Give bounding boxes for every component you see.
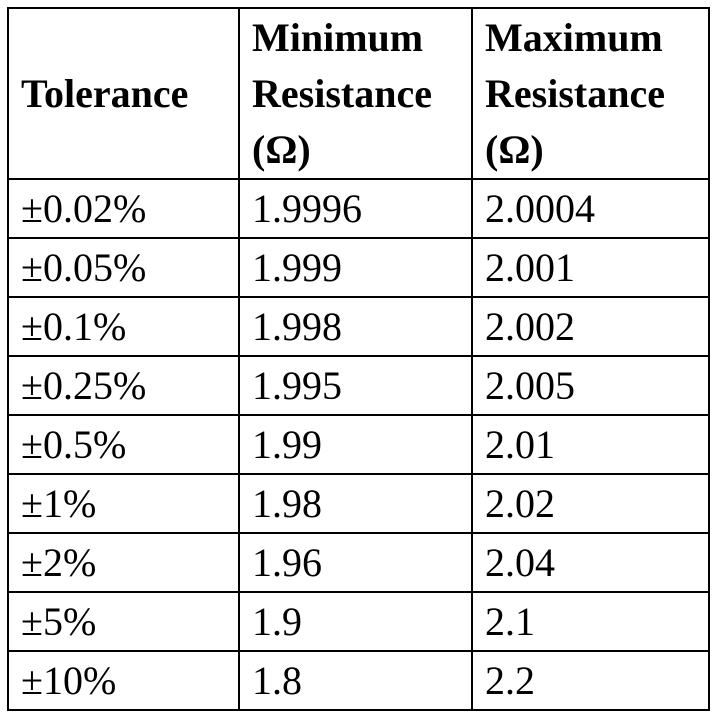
table-row: ±0.1% 1.998 2.002 xyxy=(7,296,710,357)
min-resistance-cell: 1.999 xyxy=(238,237,473,298)
header-label-line: (Ω) xyxy=(252,126,311,172)
header-label-line: (Ω) xyxy=(485,126,544,172)
header-cell-tolerance: Tolerance xyxy=(7,7,240,180)
tolerance-cell: ±0.5% xyxy=(7,414,240,475)
min-resistance-cell: 1.8 xyxy=(238,650,473,711)
min-resistance-cell: 1.98 xyxy=(238,473,473,534)
table-row: ±5% 1.9 2.1 xyxy=(7,591,710,652)
max-resistance-cell: 2.001 xyxy=(471,237,710,298)
max-resistance-cell: 2.005 xyxy=(471,355,710,416)
table-header: Tolerance Minimum Resistance (Ω) Maximum… xyxy=(7,7,710,180)
min-resistance-cell: 1.995 xyxy=(238,355,473,416)
tolerance-cell: ±0.02% xyxy=(7,178,240,239)
header-label-line: Minimum xyxy=(252,14,424,60)
min-resistance-cell: 1.9996 xyxy=(238,178,473,239)
table-row: ±0.02% 1.9996 2.0004 xyxy=(7,178,710,239)
header-label: Tolerance xyxy=(21,70,189,116)
min-resistance-cell: 1.96 xyxy=(238,532,473,593)
max-resistance-cell: 2.0004 xyxy=(471,178,710,239)
max-resistance-cell: 2.01 xyxy=(471,414,710,475)
table-row: ±1% 1.98 2.02 xyxy=(7,473,710,534)
max-resistance-cell: 2.1 xyxy=(471,591,710,652)
tolerance-cell: ±0.05% xyxy=(7,237,240,298)
min-resistance-cell: 1.998 xyxy=(238,296,473,357)
tolerance-cell: ±0.1% xyxy=(7,296,240,357)
min-resistance-cell: 1.9 xyxy=(238,591,473,652)
max-resistance-cell: 2.002 xyxy=(471,296,710,357)
table-row: ±0.05% 1.999 2.001 xyxy=(7,237,710,298)
tolerance-table: Tolerance Minimum Resistance (Ω) Maximum… xyxy=(7,7,710,711)
tolerance-cell: ±2% xyxy=(7,532,240,593)
table-body: ±0.02% 1.9996 2.0004 ±0.05% 1.999 2.001 … xyxy=(7,178,710,711)
table-row: ±0.25% 1.995 2.005 xyxy=(7,355,710,416)
header-cell-max-resistance: Maximum Resistance (Ω) xyxy=(471,7,710,180)
max-resistance-cell: 2.02 xyxy=(471,473,710,534)
header-label-line: Maximum xyxy=(485,14,663,60)
table-row: ±2% 1.96 2.04 xyxy=(7,532,710,593)
header-label-line: Resistance xyxy=(485,70,665,116)
header-row: Tolerance Minimum Resistance (Ω) Maximum… xyxy=(7,7,710,180)
header-label-line: Resistance xyxy=(252,70,432,116)
table-row: ±0.5% 1.99 2.01 xyxy=(7,414,710,475)
header-cell-min-resistance: Minimum Resistance (Ω) xyxy=(238,7,473,180)
max-resistance-cell: 2.04 xyxy=(471,532,710,593)
tolerance-cell: ±1% xyxy=(7,473,240,534)
tolerance-cell: ±0.25% xyxy=(7,355,240,416)
min-resistance-cell: 1.99 xyxy=(238,414,473,475)
tolerance-cell: ±10% xyxy=(7,650,240,711)
table-row: ±10% 1.8 2.2 xyxy=(7,650,710,711)
max-resistance-cell: 2.2 xyxy=(471,650,710,711)
tolerance-cell: ±5% xyxy=(7,591,240,652)
